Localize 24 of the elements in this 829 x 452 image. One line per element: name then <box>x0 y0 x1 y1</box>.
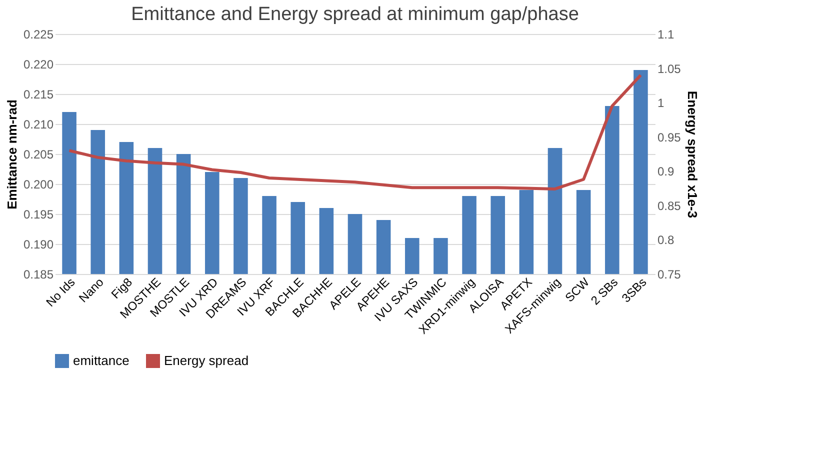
y-tick-label: 0.220 <box>23 58 54 72</box>
y2-tick-label: 0.8 <box>658 233 675 248</box>
legend-label: Energy spread <box>164 353 249 368</box>
line-series <box>68 74 642 190</box>
y2-tick-label: 1 <box>658 96 664 110</box>
y-axis-title: Emittance nm-rad <box>4 100 20 210</box>
x-tick-label: 2 SBs <box>588 275 621 308</box>
y2-tick-label: 0.75 <box>658 268 682 282</box>
y2-tick-label: 0.85 <box>658 198 682 213</box>
y-tick-label: 0.190 <box>23 238 54 252</box>
chart-title: Emittance and Energy spread at minimum gap/phase <box>131 4 579 25</box>
y-tick-label: 0.225 <box>23 28 54 42</box>
legend-label: emittance <box>73 353 130 368</box>
y-tick-label: 0.215 <box>23 88 54 102</box>
y2-tick-label: 1.05 <box>658 62 682 76</box>
y2-axis-title: Energy spread x1e-3 <box>684 90 700 218</box>
y2-tick-label: 0.95 <box>658 130 682 144</box>
y-tick-label: 0.195 <box>23 208 54 222</box>
y2-tick-label: 1.1 <box>658 28 675 42</box>
y-tick-label: 0.210 <box>23 118 54 132</box>
y-tick-label: 0.200 <box>23 178 54 192</box>
y-tick-label: 0.205 <box>23 148 54 162</box>
y2-tick-label: 0.9 <box>658 164 675 179</box>
y-tick-label: 0.185 <box>23 268 54 282</box>
